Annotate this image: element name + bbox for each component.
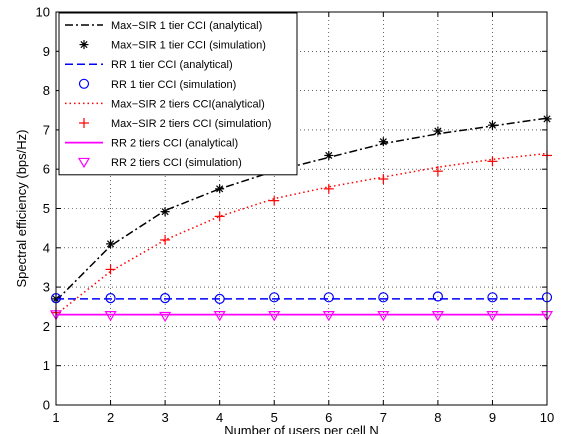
data-point-series-1 (215, 184, 225, 194)
data-point-series-3 (323, 292, 334, 303)
legend-entry-label: RR 1 tier CCI (simulation) (111, 79, 236, 91)
legend-entry-label: Max−SIR 2 tiers CCI(analytical) (111, 98, 265, 110)
x-axis-label: Number of users per cell N (224, 423, 379, 434)
data-point-series-3 (214, 293, 225, 304)
data-point-series-5 (432, 166, 443, 177)
legend-swatch-marker (78, 78, 90, 89)
x-tick-label: 4 (216, 410, 223, 425)
data-point-series-7 (322, 311, 335, 322)
data-point-series-1 (433, 126, 443, 136)
legend-box (58, 12, 298, 176)
series-line-0 (55, 117, 548, 302)
legend-swatch-marker (77, 157, 91, 169)
data-point-series-1 (324, 150, 334, 160)
y-axis-label: Spectral efficiency (bps/Hz) (14, 130, 29, 288)
legend-entry-label: RR 2 tiers CCI (analytical) (111, 138, 238, 150)
y-tick-label: 7 (43, 122, 50, 137)
data-point-series-7 (377, 311, 390, 322)
data-point-series-5 (323, 183, 334, 194)
x-tick-label: 6 (325, 410, 332, 425)
data-point-series-1 (487, 120, 497, 130)
x-tick-label: 3 (161, 410, 168, 425)
data-point-series-1 (106, 239, 116, 249)
x-tick-label: 5 (271, 410, 278, 425)
legend-entry-label: Max−SIR 2 tiers CCI (simulation) (111, 118, 271, 130)
data-point-series-5 (160, 234, 171, 245)
data-point-series-7 (159, 311, 172, 323)
legend-entry-label: RR 1 tier CCI (analytical) (111, 59, 233, 71)
legend-entry-label: Max−SIR 1 tier CCI (simulation) (111, 40, 266, 52)
x-tick-label: 2 (107, 410, 114, 425)
data-point-series-3 (432, 291, 443, 302)
x-tick-label: 7 (380, 410, 387, 425)
data-point-series-7 (431, 311, 444, 322)
x-tick-label: 9 (489, 410, 496, 425)
data-point-series-5 (214, 211, 225, 222)
y-tick-label: 3 (43, 280, 50, 295)
y-tick-label: 1 (43, 358, 50, 373)
y-tick-label: 4 (43, 240, 50, 255)
x-tick-label: 10 (540, 410, 554, 425)
legend-entry-label: Max−SIR 1 tier CCI (analytical) (111, 20, 262, 32)
data-point-series-1 (378, 137, 388, 147)
data-point-series-5 (269, 195, 280, 206)
data-point-series-7 (213, 311, 226, 322)
y-tick-label: 8 (43, 83, 50, 98)
data-point-series-3 (378, 292, 389, 303)
data-point-series-3 (160, 293, 171, 304)
y-tick-label: 0 (43, 398, 50, 413)
legend-entry-label: RR 2 tiers CCI (simulation) (111, 157, 242, 169)
legend: Max−SIR 1 tier CCI (analytical) Max−SIR 1… (58, 12, 298, 176)
data-point-series-3 (487, 292, 498, 303)
legend-swatch-marker (79, 40, 89, 50)
data-point-series-3 (269, 292, 280, 303)
y-tick-label: 10 (36, 5, 50, 20)
x-tick-label: 8 (434, 410, 441, 425)
y-tick-label: 9 (43, 44, 50, 59)
data-point-series-5 (378, 174, 389, 185)
data-point-series-7 (104, 311, 117, 322)
data-point-series-7 (486, 311, 499, 322)
y-tick-label: 5 (43, 201, 50, 216)
legend-swatch-marker (79, 118, 89, 128)
x-tick-label: 1 (52, 410, 59, 425)
y-tick-label: 6 (43, 162, 50, 177)
data-point-series-7 (268, 311, 281, 322)
data-point-series-1 (160, 207, 170, 217)
data-point-series-3 (105, 293, 116, 304)
data-point-series-5 (487, 156, 498, 167)
data-point-series-5 (105, 264, 116, 275)
y-tick-label: 2 (43, 319, 50, 334)
